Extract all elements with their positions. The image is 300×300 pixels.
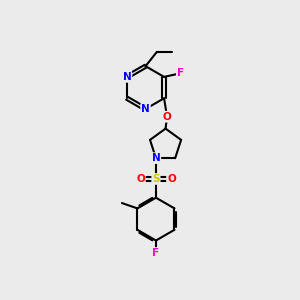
Text: S: S (152, 174, 160, 184)
Text: N: N (152, 153, 160, 163)
Text: O: O (136, 174, 145, 184)
Text: O: O (163, 112, 171, 122)
Text: N: N (141, 104, 150, 114)
Text: N: N (123, 72, 131, 82)
Text: F: F (152, 248, 160, 258)
Text: O: O (167, 174, 176, 184)
Text: F: F (177, 68, 184, 78)
